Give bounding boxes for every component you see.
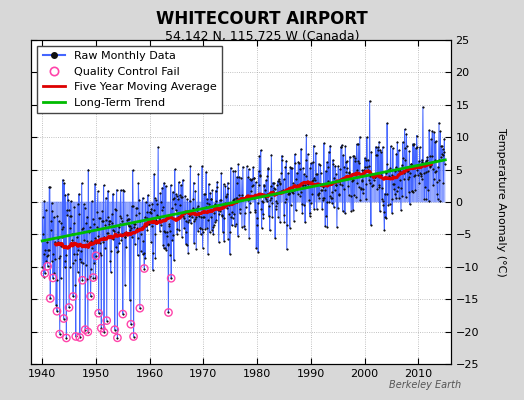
Point bbox=[72, 333, 80, 340]
Point bbox=[113, 334, 122, 341]
Point bbox=[43, 263, 52, 270]
Point bbox=[69, 293, 77, 300]
Point bbox=[129, 333, 138, 340]
Point bbox=[167, 275, 176, 282]
Text: WHITECOURT AIRPORT: WHITECOURT AIRPORT bbox=[156, 10, 368, 28]
Point bbox=[84, 329, 92, 335]
Point bbox=[53, 308, 61, 314]
Point bbox=[78, 277, 86, 284]
Point bbox=[62, 335, 71, 341]
Point bbox=[92, 252, 100, 259]
Point bbox=[46, 295, 54, 302]
Point bbox=[118, 311, 127, 317]
Point bbox=[49, 275, 57, 281]
Point bbox=[89, 274, 97, 281]
Point bbox=[41, 270, 49, 276]
Point bbox=[136, 305, 144, 312]
Text: 54.142 N, 115.725 W (Canada): 54.142 N, 115.725 W (Canada) bbox=[165, 30, 359, 43]
Point bbox=[75, 334, 84, 341]
Point bbox=[97, 325, 105, 331]
Point bbox=[81, 326, 90, 333]
Point bbox=[94, 310, 103, 316]
Point bbox=[140, 265, 148, 272]
Point bbox=[56, 331, 64, 337]
Point bbox=[86, 293, 95, 300]
Point bbox=[100, 329, 108, 336]
Point bbox=[103, 317, 111, 324]
Point bbox=[60, 315, 68, 322]
Point bbox=[165, 309, 173, 316]
Text: Berkeley Earth: Berkeley Earth bbox=[389, 380, 461, 390]
Y-axis label: Temperature Anomaly (°C): Temperature Anomaly (°C) bbox=[496, 128, 506, 276]
Point bbox=[65, 304, 73, 311]
Point bbox=[127, 321, 135, 328]
Legend: Raw Monthly Data, Quality Control Fail, Five Year Moving Average, Long-Term Tren: Raw Monthly Data, Quality Control Fail, … bbox=[37, 46, 222, 113]
Point bbox=[111, 326, 119, 333]
